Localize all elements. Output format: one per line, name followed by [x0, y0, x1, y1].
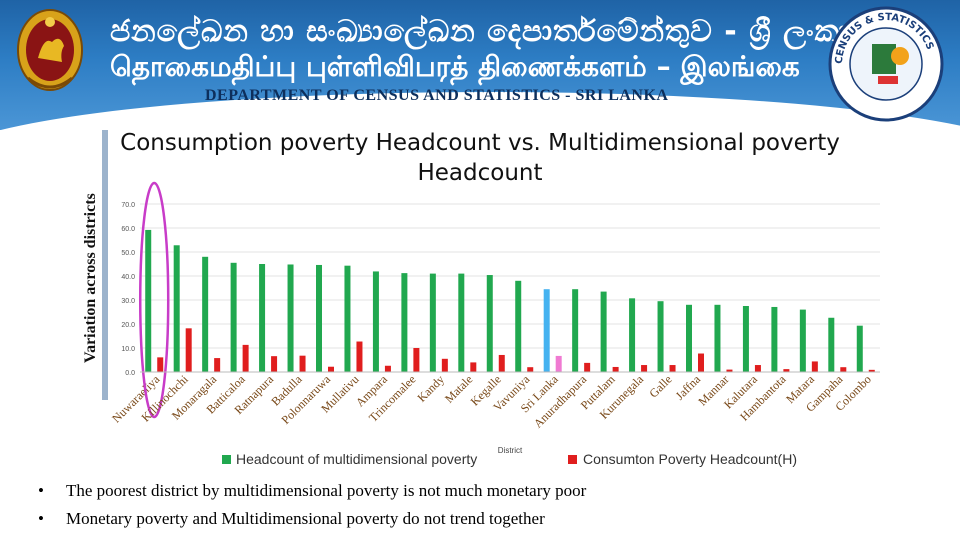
bar-mpi [600, 291, 607, 372]
bar-monetary [641, 365, 648, 372]
bar-mpi [856, 325, 863, 372]
bar-mpi [742, 306, 749, 372]
y-tick-label: 70.0 [121, 202, 135, 209]
bar-monetary [441, 358, 448, 372]
sri-lanka-emblem-icon [17, 9, 83, 91]
bar-monetary [783, 369, 790, 372]
bar-mpi [714, 304, 721, 372]
bar-mpi [344, 265, 351, 372]
bar-monetary [157, 357, 164, 372]
bar-mpi [771, 306, 778, 372]
bar-mpi [458, 273, 465, 372]
bar-mpi [401, 273, 408, 372]
bar-mpi [572, 289, 579, 372]
bar-mpi [515, 280, 522, 372]
header-tamil: தொகைமதிப்பு புள்ளிவிபரத் திணைக்களம் – இல… [110, 50, 800, 83]
bar-monetary [584, 362, 591, 372]
chart-title: Consumption poverty Headcount vs. Multid… [120, 130, 840, 186]
bar-monetary [413, 348, 420, 372]
bar-monetary [612, 366, 619, 372]
bar-monetary [811, 361, 818, 372]
poverty-bar-chart: 0.010.020.030.040.050.060.070.0Nuwaraeli… [109, 181, 880, 467]
bar-monetary [384, 365, 391, 372]
bar-mpi [828, 317, 835, 372]
y-tick-label: 30.0 [121, 298, 135, 305]
bar-mpi [145, 229, 152, 372]
legend-label-mpi: Headcount of multidimensional poverty [236, 451, 477, 467]
bullet-dot-icon: • [38, 481, 44, 500]
bar-mpi [629, 298, 636, 372]
bar-monetary [356, 341, 363, 372]
bar-monetary [754, 365, 761, 372]
bar-monetary [470, 362, 477, 372]
bar-monetary [669, 365, 676, 372]
bullet-text-1: The poorest district by multidimensional… [66, 481, 587, 500]
bullet-text-2: Monetary poverty and Multidimensional po… [66, 509, 545, 528]
bar-mpi [202, 256, 209, 372]
bar-monetary [698, 353, 704, 372]
header-sinhala: ජනලේඛන හා සංඛ්‍යාලේඛන දෙපාර්තමේන්තුව - ශ… [110, 14, 873, 49]
x-axis-label: District [498, 446, 523, 455]
bar-monetary [242, 344, 249, 372]
bar-monetary [498, 354, 505, 372]
bar-mpi [657, 301, 664, 372]
bar-monetary [271, 356, 278, 372]
bar-mpi [259, 264, 266, 372]
header-english: DEPARTMENT OF CENSUS AND STATISTICS - SR… [205, 87, 669, 104]
bar-monetary [555, 355, 562, 372]
bar-mpi [316, 264, 322, 372]
highlight-circle [138, 181, 170, 419]
bar-monetary [328, 366, 334, 372]
bar-mpi [486, 275, 493, 372]
bar-monetary [868, 369, 875, 372]
y-tick-label: 50.0 [121, 250, 135, 257]
x-tick-label: Kandy [414, 372, 447, 405]
census-statistics-logo-icon: CENSUS & STATISTICS [828, 6, 944, 122]
bar-mpi [799, 309, 806, 372]
bar-monetary [214, 358, 221, 372]
bullet-list: • The poorest district by multidimensiona… [38, 481, 586, 537]
bar-mpi [173, 245, 180, 372]
y-tick-label: 0.0 [125, 370, 135, 377]
bullet-item-2: • Monetary poverty and Multidimensional p… [38, 509, 586, 537]
y-tick-label: 10.0 [121, 346, 135, 353]
header-banner: ජනලේඛන හා සංඛ්‍යාලේඛන දෙපාර්තමේන්තුව - ශ… [0, 0, 960, 130]
bar-monetary [527, 367, 534, 372]
bar-mpi [543, 289, 550, 372]
x-tick-label: Galle [646, 372, 674, 400]
bar-mpi [686, 304, 692, 372]
bar-monetary [299, 355, 306, 372]
bar-mpi [372, 271, 379, 372]
bar-monetary [840, 367, 847, 372]
legend-label-monetary: Consumton Poverty Headcount(H) [583, 451, 797, 467]
bar-mpi [429, 273, 436, 372]
bullet-dot-icon: • [38, 509, 44, 528]
bar-monetary [726, 369, 733, 372]
bar-monetary [185, 328, 192, 372]
bullet-item-1: • The poorest district by multidimensiona… [38, 481, 586, 509]
y-tick-label: 40.0 [121, 274, 135, 281]
bar-mpi [230, 262, 237, 372]
legend-swatch-mpi [222, 455, 231, 464]
side-accent-bar [102, 130, 108, 400]
y-tick-label: 20.0 [121, 322, 135, 329]
bar-mpi [287, 264, 294, 372]
legend-swatch-monetary [568, 455, 577, 464]
y-tick-label: 60.0 [121, 226, 135, 233]
